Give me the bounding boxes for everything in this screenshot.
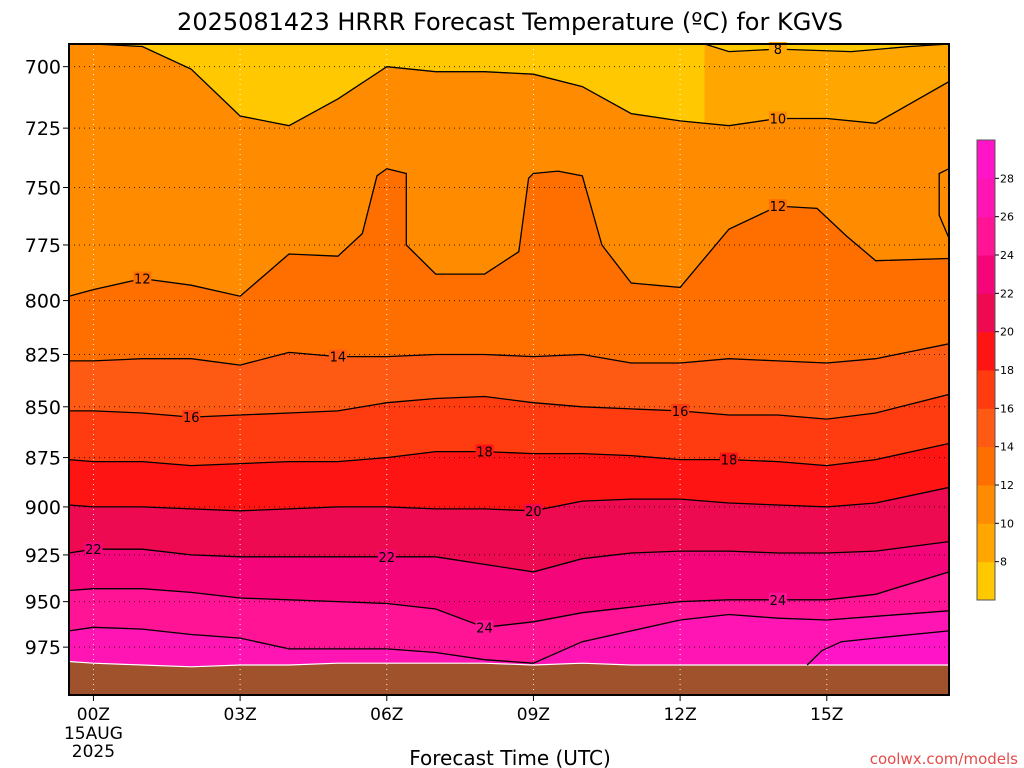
y-tick-label-925: 925	[25, 545, 61, 567]
contour-label-18: 18	[721, 454, 738, 469]
temperature-fill-bands	[69, 44, 949, 695]
x-tick-label-15Z: 15Z	[810, 705, 843, 725]
contour-label-bg-10	[768, 111, 787, 125]
contour-labels: 8 10 12 12 14 16 16 18 18 20 22 22 24 24	[84, 42, 787, 636]
contour-label-14: 14	[330, 351, 347, 366]
colorbar-swatch-14	[977, 408, 995, 448]
y-tick-label-875: 875	[25, 448, 61, 470]
x-tick-label-00Z: 00Z	[77, 705, 110, 725]
x-tick-sublabel-15AUG: 15AUG	[64, 724, 123, 744]
contour-label-12: 12	[770, 200, 787, 215]
y-tick-label-975: 975	[25, 637, 61, 659]
colorbar-label-8: 8	[1000, 556, 1007, 569]
contour-label-22: 22	[379, 551, 396, 566]
contour-label-24: 24	[770, 594, 787, 609]
x-tick-label-06Z: 06Z	[370, 705, 403, 725]
chart-title: 2025081423 HRRR Forecast Temperature (ºC…	[177, 8, 843, 36]
x-tick-label-12Z: 12Z	[663, 705, 696, 725]
contour-label-bg-24	[475, 620, 494, 634]
contour-label-24: 24	[476, 621, 493, 636]
contour-14	[69, 343, 949, 366]
colorbar-label-12: 12	[1000, 479, 1014, 492]
y-tick-label-725: 725	[25, 118, 61, 140]
y-tick-label-750: 750	[25, 178, 61, 200]
colorbar-swatch-28	[977, 140, 995, 179]
y-tick-label-900: 900	[25, 497, 61, 519]
contour-label-bg-20	[524, 503, 543, 517]
x-tick-label-09Z: 09Z	[517, 705, 550, 725]
colorbar: 8 10 12 14 16 18 20 22 24 26 28	[976, 139, 1014, 601]
contour-label-bg-18	[475, 444, 494, 458]
contour-label-bg-24	[768, 592, 787, 606]
contour-label-20: 20	[525, 505, 542, 520]
colorbar-swatch-22	[977, 255, 995, 294]
contour-26	[69, 610, 949, 664]
plot-frame	[68, 43, 950, 696]
colorbar-label-22: 22	[1000, 287, 1014, 300]
colorbar-label-28: 28	[1000, 172, 1014, 185]
surface-line	[69, 660, 949, 668]
contour-label-12: 12	[134, 273, 151, 288]
contour-12-extra	[938, 168, 949, 239]
y-tick-label-700: 700	[25, 57, 61, 79]
contour-label-bg-14	[328, 349, 347, 363]
contour-label-bg-12	[768, 199, 787, 213]
contour-8	[704, 44, 949, 53]
contour-label-bg-16	[671, 403, 690, 417]
y-tick-label-850: 850	[25, 397, 61, 419]
colorbar-label-26: 26	[1000, 211, 1014, 224]
contour-label-18: 18	[476, 446, 493, 461]
y-tick-label-825: 825	[25, 344, 61, 366]
surface-ground	[69, 660, 949, 695]
contour-label-bg-22	[84, 542, 103, 556]
contour-label-bg-22	[377, 549, 396, 563]
contour-12	[69, 167, 949, 297]
contour-label-8: 8	[774, 43, 782, 58]
colorbar-label-20: 20	[1000, 326, 1014, 339]
y-tick-label-950: 950	[25, 592, 61, 614]
contour-label-10: 10	[770, 112, 787, 127]
x-axis-label: Forecast Time (UTC)	[409, 746, 611, 768]
y-axis: 700 725 750 775 800 825 850 875 900 925 950 975	[25, 57, 69, 659]
y-tick-label-800: 800	[25, 291, 61, 313]
contour-label-bg-16	[182, 410, 201, 424]
grid-lines	[69, 44, 949, 695]
contour-label-22: 22	[85, 543, 102, 558]
plot-region: 8 10 12 12 14 16 16 18 18 20 22 22 24 24	[68, 42, 950, 696]
colorbar-swatch-16	[977, 370, 995, 409]
contour-label-16: 16	[672, 405, 689, 420]
colorbar-swatch-6	[977, 561, 995, 601]
colorbar-label-18: 18	[1000, 364, 1014, 377]
colorbar-label-24: 24	[1000, 249, 1014, 262]
colorbar-label-14: 14	[1000, 441, 1014, 454]
colorbar-label-16: 16	[1000, 402, 1014, 415]
contour-label-bg-12	[133, 271, 152, 285]
colorbar-label-10: 10	[1000, 517, 1014, 530]
contour-label-bg-18	[720, 452, 738, 466]
contour-label-16: 16	[183, 411, 200, 426]
colorbar-swatch-10	[977, 485, 995, 524]
contour-22	[69, 540, 949, 573]
colorbar-swatch-24	[977, 216, 995, 256]
x-tick-label-03Z: 03Z	[223, 705, 256, 725]
ground-area	[69, 661, 949, 695]
contour-label-bg-8	[768, 42, 787, 56]
watermark: coolwx.com/models	[870, 750, 1018, 768]
colorbar-swatch-18	[977, 331, 995, 371]
x-tick-sublabel-2025: 2025	[72, 742, 115, 762]
colorbar-swatch-20	[977, 293, 995, 333]
colorbar-swatch-8	[977, 523, 995, 563]
colorbar-swatch-26	[977, 178, 995, 218]
y-tick-label-775: 775	[25, 235, 61, 257]
contour-28	[806, 630, 949, 666]
contour-20	[69, 486, 949, 512]
colorbar-swatch-12	[977, 446, 995, 486]
